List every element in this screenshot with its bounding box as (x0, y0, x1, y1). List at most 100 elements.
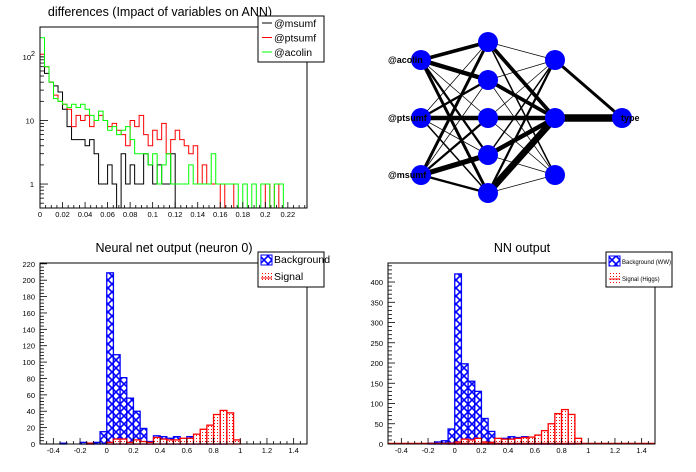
legend-label-background: Background (274, 254, 330, 266)
weight-edge (420, 79, 489, 119)
y-tick-label: 60 (27, 391, 35, 400)
x-tick-label: 0.8 (556, 446, 566, 455)
hidden-neuron (545, 165, 565, 185)
y-tick-label: 10 (26, 116, 34, 125)
x-tick-label: 1.4 (636, 446, 646, 455)
y-tick-label: 1 (30, 180, 34, 189)
signal-bar (212, 413, 221, 445)
pad-network-diagram: @acolin @ptsumf @msumf type (388, 32, 640, 203)
weight-edge (420, 79, 489, 176)
legend-fill-sample (261, 272, 272, 282)
y-tick-label: 80 (27, 374, 35, 383)
signal-bar (547, 423, 556, 445)
weight-edge (487, 41, 556, 61)
weight-edge (486, 59, 557, 194)
x-tick-label: 0.16 (213, 210, 228, 219)
x-tick-label: 0.04 (78, 210, 93, 219)
weight-edge (487, 59, 556, 119)
series-line-acolin (40, 37, 284, 208)
output-label: type (621, 113, 640, 123)
weight-edge (420, 41, 489, 119)
x-tick-label: 0.2 (260, 210, 270, 219)
signal-bar (152, 436, 161, 445)
legend-box (257, 15, 325, 63)
y-tick-label: 200 (22, 276, 35, 285)
signal-bar (199, 428, 208, 445)
y-tick-label: 10 (23, 53, 31, 62)
signal-bar (534, 434, 543, 445)
hidden-neuron (545, 108, 565, 128)
weight-edge (419, 59, 490, 194)
y-tick-label: 400 (370, 278, 383, 287)
background-bar (112, 354, 121, 445)
x-tick-label: -0.4 (47, 446, 60, 455)
y-tick-label: 150 (370, 379, 383, 388)
neural-net-output-title: Neural net output (neuron 0) (95, 241, 252, 255)
x-tick-label: 0.1 (147, 210, 157, 219)
signal-bar (119, 438, 128, 445)
x-tick-label: 0.06 (100, 210, 115, 219)
x-tick-label: 1 (238, 446, 242, 455)
weight-edge (420, 173, 489, 195)
input-neuron (411, 108, 431, 128)
weight-edge (487, 117, 556, 176)
weight-edge (486, 116, 557, 157)
legend-fill-sample (609, 273, 620, 283)
series-line-msumf (40, 56, 176, 208)
x-tick-label: 0.6 (182, 446, 192, 455)
x-tick-label: 0.2 (476, 446, 486, 455)
weight-edge (487, 154, 556, 176)
y-tick-label: 300 (370, 319, 383, 328)
y-tick-label: 200 (370, 359, 383, 368)
hidden-neuron (478, 145, 498, 165)
weight-edge (420, 152, 489, 178)
signal-bar (132, 439, 141, 445)
nn-output-title: NN output (494, 241, 551, 255)
x-tick-label: 0 (105, 446, 109, 455)
input-neuron (411, 165, 431, 185)
legend: @msumf @ptsumf @acolin (257, 15, 325, 63)
weight-edge (420, 117, 489, 156)
weight-edge (419, 41, 490, 176)
differences-title: differences (Impact of variables on ANN) (48, 5, 272, 19)
legend-label-signal: Signal (274, 271, 303, 283)
weight-edge (420, 59, 489, 119)
weight-edge (487, 59, 556, 81)
weight-edge (487, 59, 556, 156)
pad-differences: differences (Impact of variables on ANN)… (23, 5, 325, 219)
y-tick-label: 20 (27, 424, 35, 433)
x-tick-label: 0.18 (235, 210, 250, 219)
signal-bar (226, 412, 235, 445)
y-tick-label: 120 (22, 342, 35, 351)
x-tick-label: 0.4 (155, 446, 165, 455)
background-bar (132, 410, 141, 445)
input-label-acolin: @acolin (388, 55, 423, 65)
input-label-msumf: @msumf (388, 170, 427, 180)
x-tick-label: 1 (586, 446, 590, 455)
signal-bar (179, 437, 188, 445)
hidden-neuron (545, 50, 565, 70)
background-bar (454, 273, 463, 445)
signal-bar (166, 439, 175, 445)
x-tick-label: -0.2 (422, 446, 435, 455)
hidden-neuron (478, 70, 498, 90)
signal-bar (112, 438, 121, 445)
legend-label-background: Background (WW) (622, 260, 671, 266)
signal-bar (186, 437, 195, 445)
signal-bar (567, 413, 576, 445)
legend-label-signal: Signal (Higgs) (622, 277, 660, 283)
background-bar (460, 363, 469, 445)
x-tick-label: 0.12 (168, 210, 183, 219)
y-tick-label: 160 (22, 309, 35, 318)
x-tick-label: 1.2 (262, 446, 272, 455)
x-tick-label: 0.02 (55, 210, 70, 219)
signal-bar (159, 438, 168, 445)
background-bar (474, 390, 483, 445)
y-tick-exponent: 2 (31, 49, 35, 58)
hidden-neuron (478, 108, 498, 128)
x-tick-label: 1.4 (288, 446, 298, 455)
x-tick-label: -0.2 (74, 446, 87, 455)
plot-frame (387, 262, 656, 445)
background-bar (99, 431, 108, 445)
